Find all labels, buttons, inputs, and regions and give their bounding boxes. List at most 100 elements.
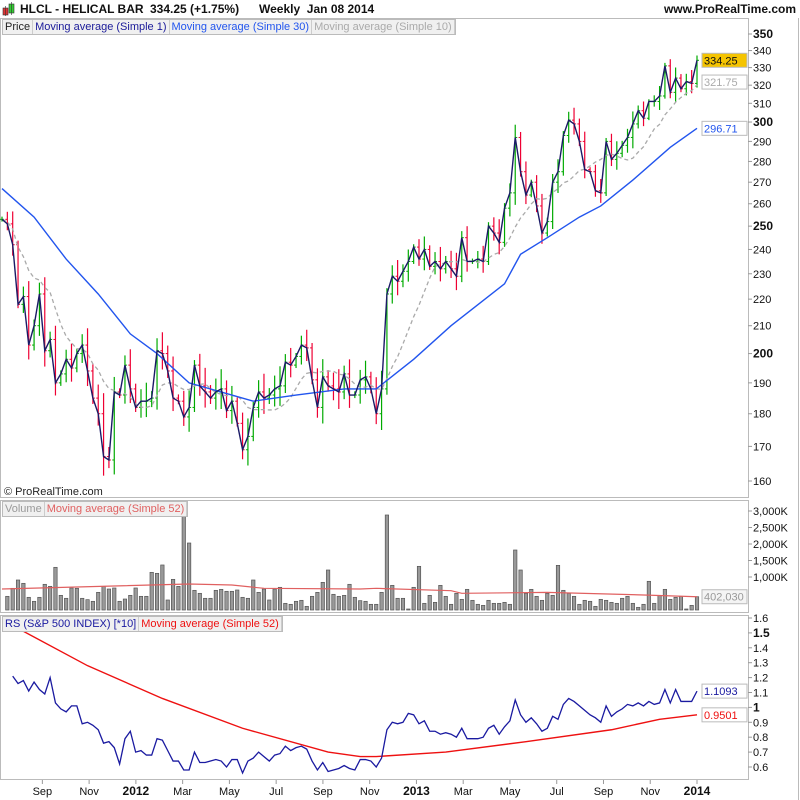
volume-bar [74,587,79,611]
volume-bar [384,514,389,611]
volume-bar [614,602,619,611]
volume-bar [352,596,357,611]
volume-bar [502,601,507,611]
volume-bar [465,588,470,611]
legend-rs-ma[interactable]: Moving average (Simple 52) [139,617,282,631]
volume-bar [395,597,400,611]
volume-bar [620,597,625,611]
legend-volume[interactable]: Volume [3,502,45,516]
volume-bar [133,587,138,611]
rs-tick-label: 1.6 [753,613,768,625]
volume-bar [181,505,186,611]
legend-volume-ma[interactable]: Moving average (Simple 52) [45,502,188,516]
volume-bar [459,598,464,611]
price-tick-label: 290 [753,136,771,148]
volume-bar [160,564,165,611]
volume-bar [609,601,614,611]
volume-bar [582,599,587,611]
price-tick-label: 180 [753,409,771,421]
close-line [1,60,698,462]
volume-badge-box [701,589,748,605]
volume-bar [491,602,496,611]
rs-badge-box [701,683,748,699]
volume-bar [390,584,395,611]
volume-bar [331,593,336,611]
volume-bar [571,595,577,611]
rs-ma-badge: 0.9501 [704,710,738,722]
volume-bar [256,591,261,611]
legend-sma1[interactable]: Moving average (Simple 1) [33,20,170,34]
volume-bar [26,596,31,611]
volume-bar [128,594,133,611]
volume-bar [90,600,95,611]
volume-bar [326,569,331,611]
x-tick-label: Mar [454,786,473,798]
rs-line [12,675,698,775]
volume-bar [251,579,256,611]
sma30-line [1,127,698,402]
volume-bar [523,592,528,611]
volume-bar [15,579,21,611]
volume-tick-label: 2,500K [753,523,789,535]
volume-bar [561,589,566,611]
volume-bar [261,588,267,611]
volume-bar [315,591,320,611]
volume-ma-line [1,583,698,598]
volume-bar [662,588,667,611]
volume-bar [235,589,240,611]
volume-bar [219,588,224,611]
rs-tick-label: 1.1 [753,688,768,700]
x-tick-label: Sep [594,786,614,798]
volume-bar [112,587,117,611]
volume-bar [550,594,555,611]
volume-bar [272,588,277,611]
volume-bar [566,592,571,611]
x-tick-label: 2012 [123,784,150,798]
volume-bar [513,549,518,611]
x-tick-label: Nov [640,786,660,798]
volume-bar [358,600,363,611]
volume-bar [694,596,700,611]
price-tick-label: 170 [753,441,771,453]
volume-bar [684,608,689,611]
volume-bar [85,599,90,611]
volume-bar [673,596,678,611]
copyright: © ProRealTime.com [4,486,103,498]
volume-bar [636,606,641,611]
last-price-badge: 334.25 [704,55,738,67]
volume-bar [449,603,454,611]
volume-bar [630,602,635,611]
price-tick-label: 190 [753,378,771,390]
volume-bar [588,600,593,611]
x-tick-label: 2014 [684,784,711,798]
rs-tick-label: 1.3 [753,658,768,670]
volume-tick-label: 1,500K [753,556,789,568]
volume-bar [545,592,550,611]
price-tick-label: 320 [753,80,771,92]
legend-rs[interactable]: RS (S&P 500 INDEX) [*10] [3,617,140,631]
volume-bar [192,589,197,611]
volume-bar [42,583,47,611]
legend-sma10[interactable]: Moving average (Simple 10) [312,20,455,34]
volume-bar [21,582,26,611]
volume-bar [470,599,475,611]
candlestick-icon [2,2,15,16]
sma10-badge: 321.75 [704,77,738,89]
legend-price[interactable]: Price [3,20,34,34]
sma30-badge: 296.71 [704,123,738,135]
price-bars [0,55,699,476]
volume-bar [454,592,459,611]
rs-tick-label: 1.2 [753,673,768,685]
site-link[interactable]: www.ProRealTime.com [663,2,796,16]
price-tick-label: 340 [753,46,771,58]
volume-bar [374,603,379,611]
x-tick-label: Jul [269,786,283,798]
legend-sma30[interactable]: Moving average (Simple 30) [170,20,313,34]
volume-bar [240,596,245,611]
volume-bar [293,600,299,611]
volume-bar [320,581,325,611]
volume-bar [539,599,545,611]
price-tick-label: 200 [753,347,773,361]
rs-tick-label: 0.6 [753,762,768,774]
